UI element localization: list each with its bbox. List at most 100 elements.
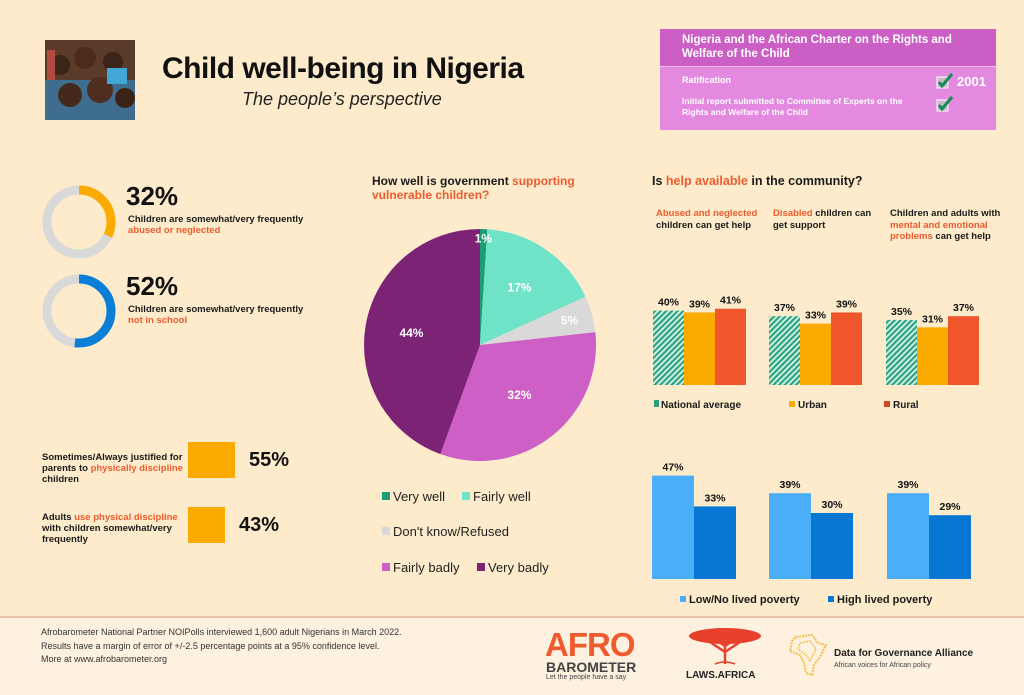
bar-value-label: 37% [774, 302, 796, 314]
bar-high-lived-poverty [811, 513, 853, 579]
category-text: Children and adults with [890, 208, 1001, 219]
footer-notes: Afrobarometer National Partner NOIPolls … [41, 626, 402, 667]
bar-value-label: 39% [897, 479, 919, 491]
ring-description: Children are somewhat/very frequently no… [128, 304, 308, 326]
page-title: Child well-being in Nigeria [162, 52, 524, 85]
legend-swatch [828, 596, 834, 602]
bar-rural [715, 308, 746, 385]
bar-national-average [886, 319, 917, 385]
legend-rural: Rural [884, 400, 919, 411]
page-subtitle: The people’s perspective [242, 89, 442, 109]
discipline-justified-box [188, 442, 235, 478]
pie-slice-fairly-well [480, 229, 586, 345]
legend-very-badly: Very badly [477, 560, 549, 575]
legend-swatch [789, 401, 795, 407]
pie-slice-very-well [480, 229, 488, 345]
ring-value-arc [42, 274, 116, 348]
ring-description-accent: abused or neglected [128, 225, 221, 236]
legend-low-poverty: Low/No lived poverty [680, 594, 800, 606]
discipline-use-label: Adults use physical discipline with chil… [42, 512, 192, 545]
logo-laws-text: LAWS.AFRICA [686, 670, 756, 681]
bar-value-label: 29% [939, 501, 961, 513]
ring-description: Children are somewhat/very frequently ab… [128, 214, 308, 236]
ratification-year: 2001 [957, 74, 986, 89]
label-text: children [42, 474, 79, 485]
label-text: Sometimes/Always justified for parents t… [42, 452, 183, 474]
legend-label: Very badly [488, 560, 549, 575]
bar-rural [948, 316, 979, 385]
bar-urban [800, 323, 831, 385]
pie-data-label: 44% [399, 326, 423, 340]
category-mental-health: Children and adults with mental and emot… [890, 208, 1005, 243]
bar-low-no-lived-poverty [769, 493, 811, 579]
legend-label: Fairly well [473, 489, 531, 504]
legend-label: Urban [798, 400, 827, 411]
label-text: Adults [42, 512, 75, 523]
legend-swatch [680, 596, 686, 602]
category-text: children can get help [656, 219, 752, 231]
legend-label: Don't know/Refused [393, 524, 509, 539]
title-text: in the community? [747, 174, 863, 188]
category-accent: Disabled [773, 208, 813, 219]
data-for-governance-logo[interactable]: Data for Governance Alliance African voi… [788, 633, 998, 678]
footer: Afrobarometer National Partner NOIPolls … [0, 616, 1024, 695]
pie-data-label: 32% [507, 388, 531, 402]
category-disabled: Disabled children can get support [773, 208, 883, 231]
ring-description-text: Children are somewhat/very frequently [128, 214, 304, 225]
category-text: children can get support [773, 208, 872, 231]
bar-low-no-lived-poverty [652, 475, 694, 579]
legend-label: National average [661, 400, 742, 411]
bar-value-label: 41% [720, 295, 742, 307]
bar-low-no-lived-poverty [887, 493, 929, 579]
footer-line: Results have a margin of error of +/-2.5… [41, 640, 380, 651]
label-text: with children somewhat/very frequently [42, 523, 172, 545]
bar-high-lived-poverty [694, 506, 736, 579]
discipline-use-box [188, 507, 225, 543]
bar-value-label: 37% [953, 302, 975, 314]
ring-percent: 32% [126, 181, 179, 211]
bar-value-label: 39% [779, 479, 801, 491]
category-abused: Abused and neglected children can get he… [656, 208, 771, 231]
bar-urban [684, 312, 715, 385]
legend-label: Low/No lived poverty [689, 594, 800, 606]
charter-panel: Nigeria and the African Charter on the R… [660, 29, 996, 130]
acacia-tree-icon [689, 628, 761, 665]
ring-value-arc [42, 185, 116, 259]
bar-value-label: 47% [662, 462, 684, 474]
legend-swatch [382, 492, 390, 500]
location-bar-chart: 40% 39% 41% 37% 33% 39% 35% 31% 37% [653, 295, 979, 385]
logo-barometer-text: BAROMETER [546, 659, 637, 675]
logo-d4g-tagline: African voices for African policy [834, 662, 931, 669]
bar-rural [831, 312, 862, 385]
discipline-justified-percent: 55% [249, 449, 290, 471]
afrobarometer-logo[interactable]: AFRO BAROMETER Let the people have a say [545, 628, 660, 690]
label-accent: physically discipline [90, 463, 183, 474]
report-label: Initial report submitted to Committee of… [682, 96, 903, 117]
logo-tagline: Let the people have a say [546, 674, 627, 681]
pie-data-label: 1% [475, 231, 493, 245]
legend-dont-know: Don't know/Refused [382, 524, 509, 539]
title-accent: supporting vulnerable children? [372, 174, 575, 202]
laws-africa-logo[interactable]: LAWS.AFRICA [685, 626, 765, 686]
bar-national-average [769, 316, 800, 385]
legend-fairly-badly: Fairly badly [382, 560, 459, 575]
category-accent: mental and emotional problems [890, 219, 988, 243]
label-accent: use physical discipline [74, 512, 178, 523]
legend-swatch [884, 401, 890, 407]
ratification-label: Ratification [682, 75, 732, 85]
pie-chart-title: How well is government supporting vulner… [372, 174, 612, 202]
pie-slice-fairly-badly [440, 332, 596, 462]
pie-slice-very-badly [363, 228, 480, 455]
checkbox-checked-icon [936, 96, 954, 112]
footer-link[interactable]: More at www.afrobarometer.org [41, 654, 168, 664]
legend-swatch [462, 492, 470, 500]
bar-value-label: 33% [704, 492, 726, 504]
legend-swatch [382, 527, 390, 535]
legend-label: Very well [393, 489, 446, 504]
pie-data-label: 5% [561, 313, 579, 327]
legend-label: Rural [893, 400, 919, 411]
bar-value-label: 30% [821, 499, 843, 511]
charter-header: Nigeria and the African Charter on the R… [660, 29, 996, 67]
bar-value-label: 39% [689, 298, 711, 310]
africa-map-icon [788, 633, 828, 677]
